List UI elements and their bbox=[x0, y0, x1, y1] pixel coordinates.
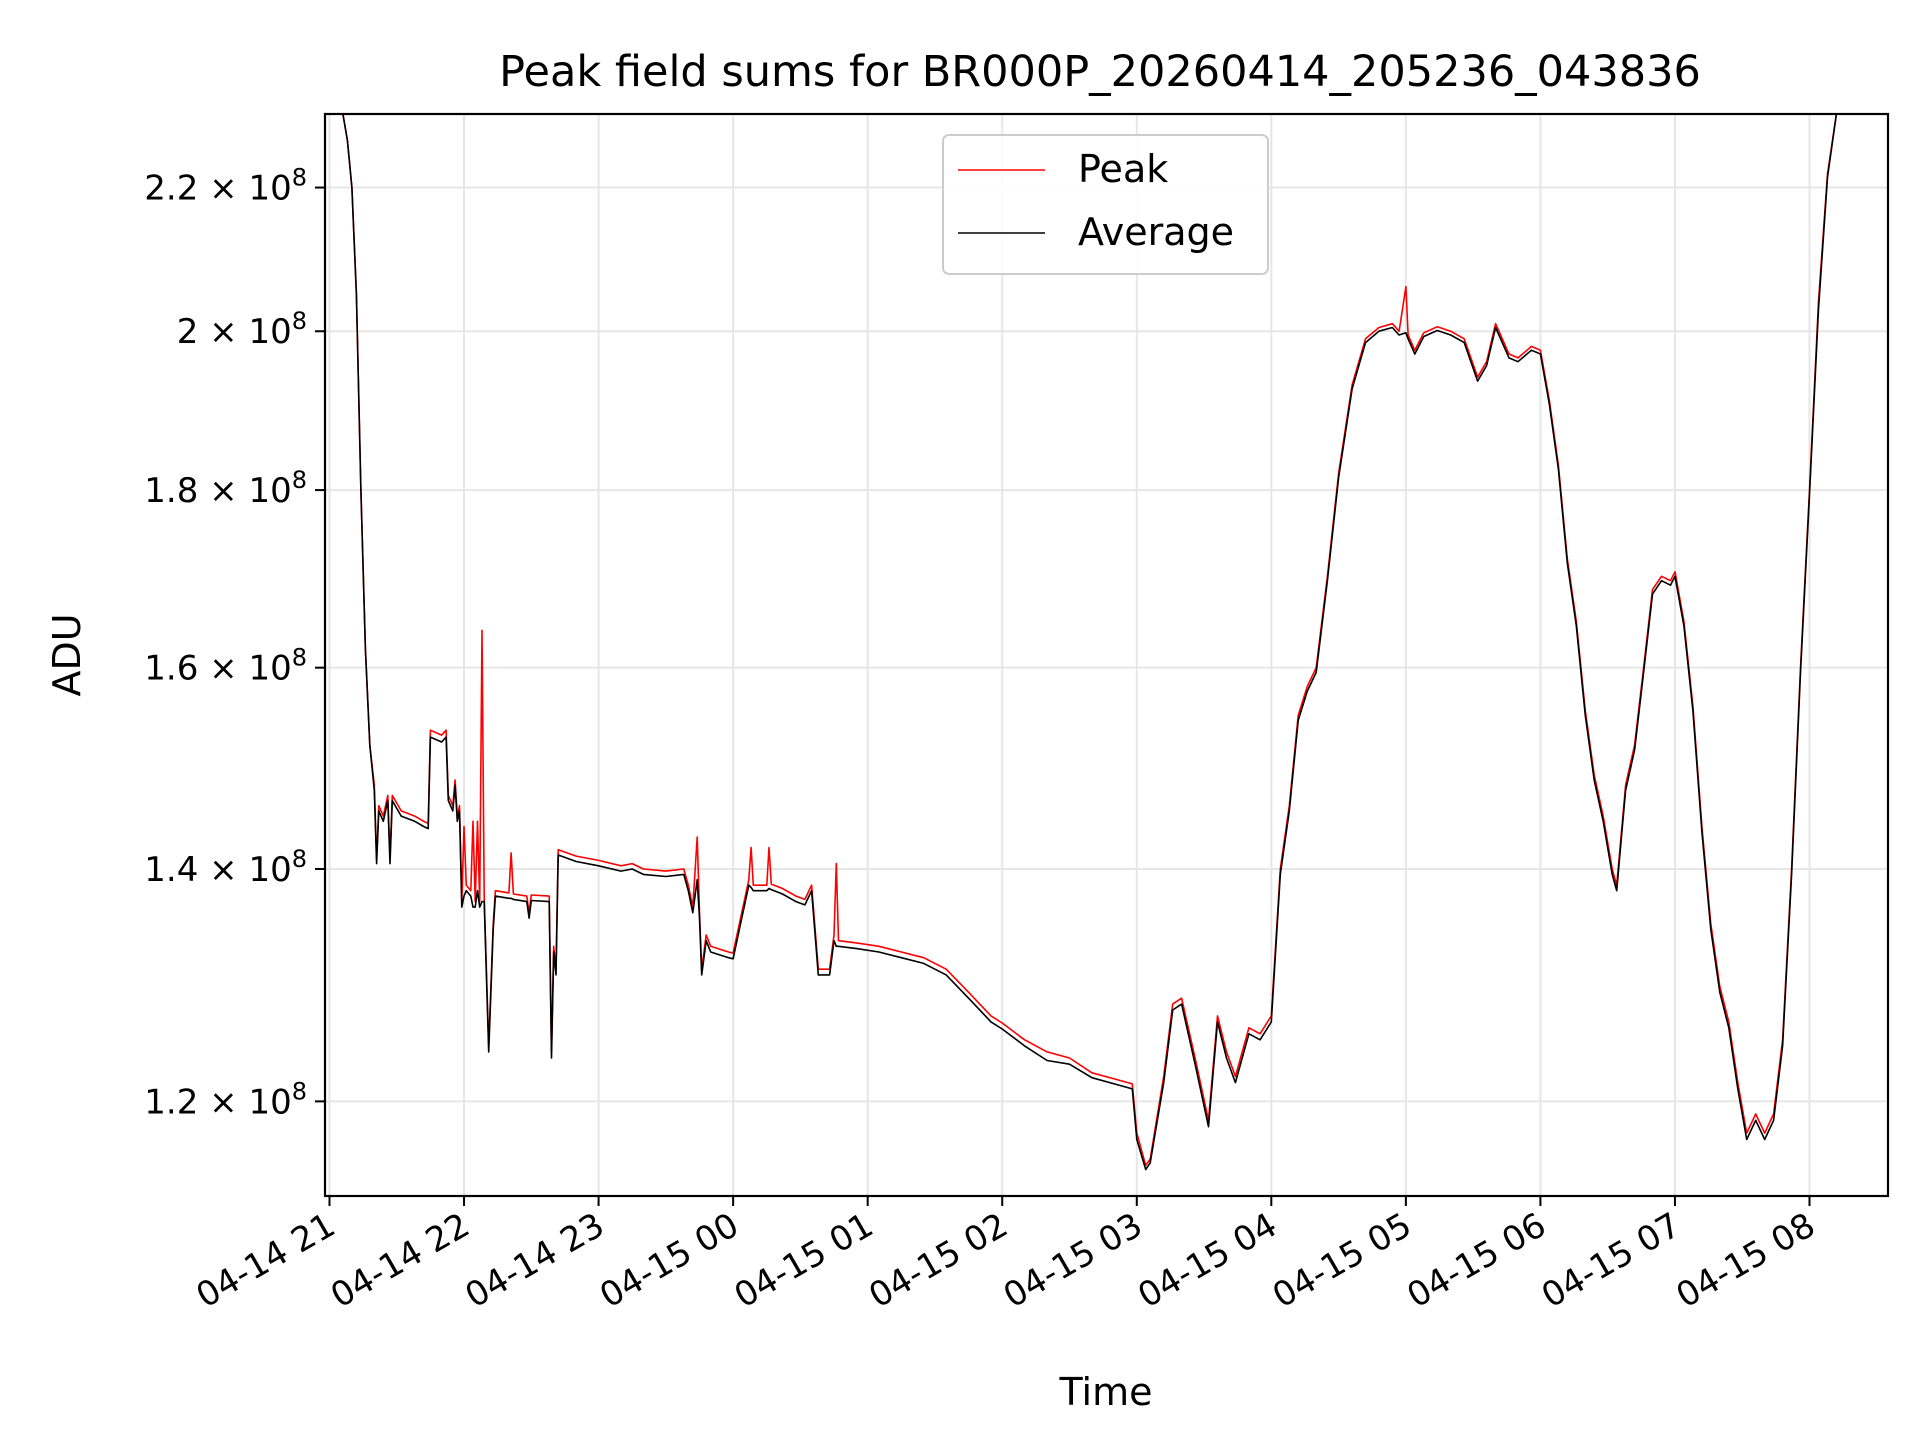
series-line-average bbox=[325, 114, 1888, 1171]
series-line-peak bbox=[325, 114, 1888, 1167]
x-axis-label: Time bbox=[1059, 1370, 1153, 1414]
legend: Peak Average bbox=[942, 134, 1269, 275]
y-axis-label: ADU bbox=[45, 613, 89, 696]
y-tick-label: 1.8 × 108 bbox=[144, 466, 307, 511]
y-tick-label: 2 × 108 bbox=[177, 307, 307, 352]
chart-title: Peak field sums for BR000P_20260414_2052… bbox=[499, 47, 1701, 97]
legend-average-label: Average bbox=[1078, 210, 1234, 254]
y-tick-label: 1.2 × 108 bbox=[144, 1077, 307, 1122]
y-axis: 1.2 × 108 1.4 × 108 1.6 × 108 1.8 × 108 2 × … bbox=[144, 164, 325, 1122]
plot-frame bbox=[323, 112, 1890, 1198]
legend-peak-label: Peak bbox=[1078, 147, 1168, 191]
y-tick-label: 1.6 × 108 bbox=[144, 644, 307, 689]
y-tick-label: 1.4 × 108 bbox=[144, 845, 307, 890]
y-tick-label: 2.2 × 108 bbox=[144, 164, 307, 209]
series-layer bbox=[325, 114, 1888, 1171]
